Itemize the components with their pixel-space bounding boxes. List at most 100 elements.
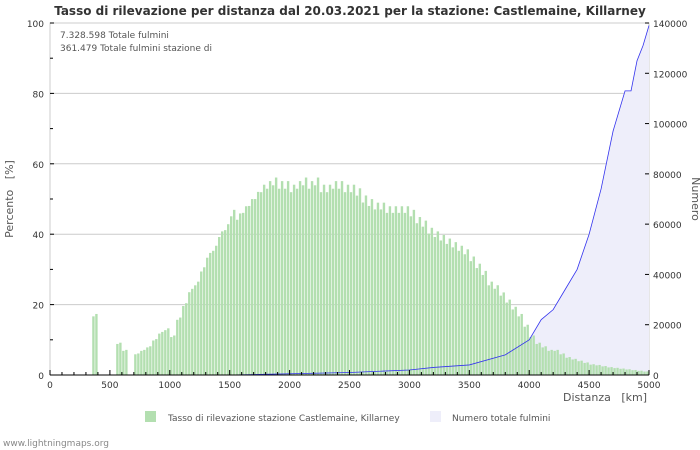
y2-tick-label: 0 [653, 372, 659, 382]
rate-bar [454, 242, 458, 375]
rate-bar [358, 188, 362, 375]
rate-bar [325, 192, 329, 375]
footer-link[interactable]: www.lightningmaps.org [3, 439, 109, 449]
rate-bar [490, 281, 493, 375]
rate-bar [161, 331, 164, 375]
rate-bar [310, 181, 314, 375]
rate-bar [298, 181, 302, 375]
rate-bar [119, 342, 122, 375]
y-tick-label: 80 [33, 90, 45, 100]
rate-bar [337, 188, 341, 375]
rate-bar [191, 288, 194, 375]
rate-bar [511, 309, 514, 375]
rate-bar [173, 335, 176, 375]
rate-bar [469, 261, 472, 375]
rate-bar [215, 245, 218, 375]
rate-bar [610, 367, 613, 375]
rate-bar [134, 354, 137, 375]
legend-swatch-rate [145, 411, 156, 422]
rate-bar [562, 353, 565, 375]
rate-bar [92, 316, 95, 375]
rate-bar [418, 217, 422, 375]
rate-bar [158, 333, 161, 375]
rate-bar [403, 212, 407, 375]
rate-bar [565, 357, 568, 375]
rate-bar [316, 177, 320, 375]
rate-bar [244, 206, 248, 375]
rate-bar [361, 202, 365, 375]
rate-bar [598, 364, 601, 375]
rate-bar [613, 368, 616, 375]
rate-bar [185, 303, 188, 375]
rate-bar [253, 199, 257, 375]
y-tick-label: 60 [33, 161, 45, 171]
rate-bar [643, 371, 646, 375]
y-tick-label: 20 [33, 302, 45, 312]
y-tick-label: 40 [33, 231, 45, 241]
rate-bar [334, 181, 338, 375]
rate-bar [487, 285, 490, 375]
rate-bar [631, 370, 634, 375]
rate-bar [331, 188, 335, 375]
rate-bar [481, 274, 484, 375]
annotation-total: 7.328.598 Totale fulmini [60, 31, 169, 41]
rate-bar [622, 368, 625, 375]
rate-bar [232, 209, 236, 375]
rate-bar [283, 188, 287, 375]
rate-bar [550, 349, 553, 375]
legend-label-rate[interactable]: Tasso di rilevazione stazione Castlemain… [167, 414, 400, 424]
rate-bar [439, 240, 443, 375]
legend-label-total[interactable]: Numero totale fulmini [452, 414, 550, 424]
x-tick-label: 3000 [398, 381, 421, 391]
rate-bar [451, 247, 455, 375]
rate-bar [391, 212, 395, 375]
rate-bar [164, 330, 167, 375]
rate-bar [529, 337, 532, 375]
rate-bar [409, 216, 413, 375]
rate-bar [307, 188, 311, 375]
rate-bar [472, 256, 475, 375]
y2-tick-label: 80000 [653, 171, 682, 181]
rate-bar [568, 357, 571, 375]
y-axis-label: Percento [%] [3, 160, 16, 238]
rate-bar [367, 205, 371, 375]
x-tick-label: 0 [47, 381, 53, 391]
rate-bar [463, 254, 467, 375]
rate-bar [227, 224, 230, 375]
rate-bar [176, 319, 179, 375]
rate-bar [421, 226, 425, 375]
rate-bar [400, 206, 404, 375]
rate-bar [274, 177, 278, 375]
rate-bar [436, 231, 440, 375]
rate-bar [553, 350, 556, 375]
rate-bar [370, 199, 374, 375]
rate-bar [155, 339, 158, 375]
rate-bar [592, 364, 595, 375]
rate-bar [238, 213, 242, 375]
rate-bar [212, 250, 215, 375]
rate-bar [319, 192, 323, 375]
rate-bar [523, 326, 526, 375]
rate-bar [430, 227, 434, 375]
rate-bar [619, 368, 622, 375]
rate-bar [535, 343, 538, 375]
rate-bar [448, 238, 452, 375]
rate-bar [170, 337, 173, 375]
rate-bar [571, 359, 574, 375]
rate-bar [349, 192, 353, 375]
chart-title: Tasso di rilevazione per distanza dal 20… [54, 4, 646, 18]
rate-bar [616, 367, 619, 375]
rate-bar [265, 188, 269, 375]
rate-bar [394, 206, 398, 375]
rate-bar [502, 292, 505, 375]
rate-bar [277, 188, 281, 375]
rate-bar [250, 199, 254, 375]
rate-bar [340, 181, 344, 375]
x-tick-label: 1500 [218, 381, 241, 391]
rate-bar [538, 342, 541, 375]
rate-bar [247, 205, 251, 375]
rate-bar [224, 230, 227, 375]
rate-bar [433, 237, 437, 375]
rate-bar [143, 349, 146, 375]
